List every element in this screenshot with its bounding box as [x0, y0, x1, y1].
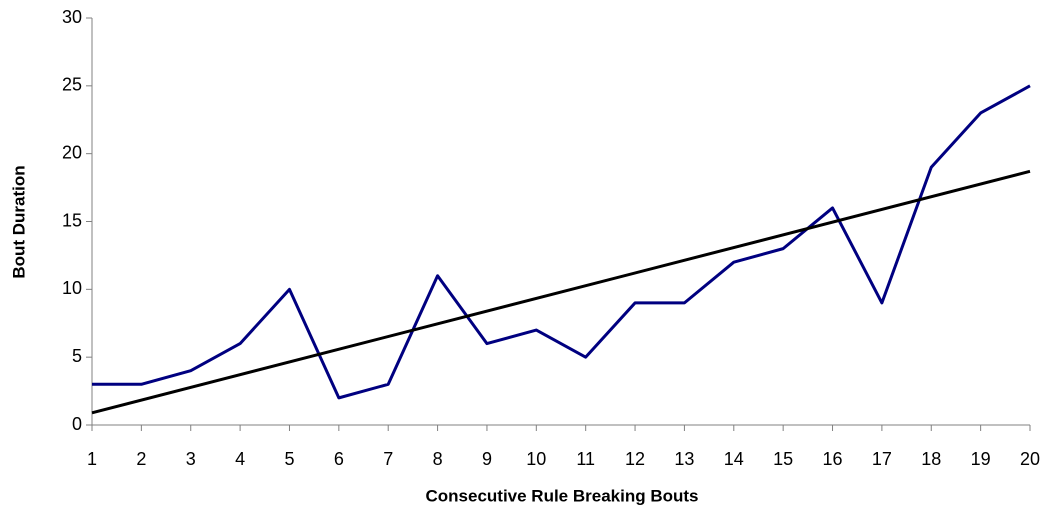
x-tick-label: 8	[433, 449, 443, 469]
x-tick-label: 1	[87, 449, 97, 469]
x-tick-label: 6	[334, 449, 344, 469]
y-tick-label: 15	[62, 210, 82, 230]
x-tick-label: 9	[482, 449, 492, 469]
trend-line	[91, 169, 1031, 415]
x-tick-label: 5	[284, 449, 294, 469]
x-tick-label: 17	[872, 449, 892, 469]
x-tick-label: 18	[921, 449, 941, 469]
x-tick-label: 19	[971, 449, 991, 469]
data-line	[92, 84, 1031, 400]
x-tick-label: 14	[724, 449, 744, 469]
x-tick-label: 2	[136, 449, 146, 469]
y-tick-label: 25	[62, 75, 82, 95]
x-tick-label: 10	[526, 449, 546, 469]
x-tick-label: 15	[773, 449, 793, 469]
x-tick-label: 20	[1020, 449, 1040, 469]
y-tick-label: 20	[62, 142, 82, 162]
x-tick-label: 3	[186, 449, 196, 469]
x-tick-label: 16	[823, 449, 843, 469]
x-axis-title: Consecutive Rule Breaking Bouts	[425, 486, 698, 505]
y-tick-label: 5	[72, 346, 82, 366]
y-axis-title: Bout Duration	[9, 165, 28, 278]
x-tick-label: 7	[383, 449, 393, 469]
x-tick-label: 4	[235, 449, 245, 469]
x-tick-label: 11	[576, 449, 595, 469]
y-tick-label: 0	[72, 414, 82, 434]
x-tick-label: 12	[625, 449, 645, 469]
x-tick-label: 13	[674, 449, 694, 469]
y-tick-label: 10	[62, 278, 82, 298]
y-tick-label: 30	[62, 7, 82, 27]
